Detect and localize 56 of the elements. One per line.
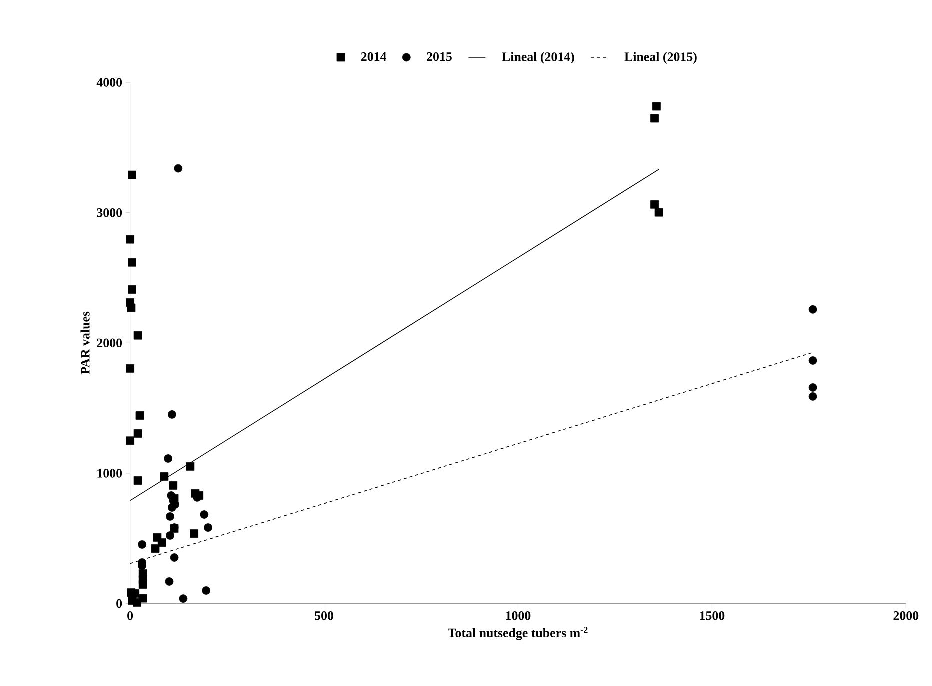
point [654, 208, 664, 217]
point [138, 540, 147, 549]
point [808, 392, 818, 401]
x-tick-label: 500 [315, 611, 334, 620]
point [650, 114, 659, 123]
point [186, 462, 195, 471]
y-tick-label: 3000 [97, 208, 122, 218]
point [128, 285, 136, 294]
point [168, 503, 176, 512]
x-tick-label: 1500 [700, 611, 725, 620]
point [126, 235, 134, 244]
point [126, 436, 134, 445]
y-tick-label: 0 [116, 599, 122, 608]
point [808, 356, 818, 365]
point [165, 577, 174, 586]
point [166, 512, 174, 521]
legend-label: 2015 [427, 52, 452, 62]
point [134, 429, 142, 438]
y-tick-label: 2000 [97, 338, 122, 348]
x-tick-label: 2000 [894, 611, 919, 620]
point [190, 529, 198, 538]
point [204, 523, 212, 532]
point [650, 200, 659, 209]
point [164, 454, 172, 463]
point [160, 472, 169, 481]
point [128, 258, 136, 267]
legend-label: Lineal (2015) [624, 52, 697, 64]
x-tick-label: 0 [128, 611, 134, 620]
legend-label: Lineal (2014) [502, 52, 574, 64]
x-axis-title: Total nutsedge tubers m$^{-2}$ [448, 626, 588, 640]
point [170, 553, 179, 562]
y-axis-title: PAR values [80, 312, 90, 374]
point [174, 164, 183, 173]
x-tick-label: 1000 [506, 611, 531, 620]
y-tick-label: 1000 [98, 468, 122, 478]
point [128, 170, 136, 180]
point [134, 331, 142, 340]
point [126, 364, 134, 373]
point [169, 481, 178, 490]
legend-label: 2014 [361, 52, 387, 62]
point [202, 586, 211, 595]
point [652, 102, 661, 111]
point [127, 304, 136, 312]
point [166, 531, 174, 540]
point [151, 544, 160, 553]
point [134, 476, 142, 485]
point [808, 305, 818, 314]
y-tick-label: 4000 [96, 78, 122, 87]
point [138, 580, 148, 589]
point [136, 411, 144, 420]
point [200, 510, 209, 519]
point [179, 594, 188, 603]
point [153, 533, 162, 542]
point [168, 410, 176, 419]
point [808, 383, 818, 392]
point [133, 598, 142, 607]
